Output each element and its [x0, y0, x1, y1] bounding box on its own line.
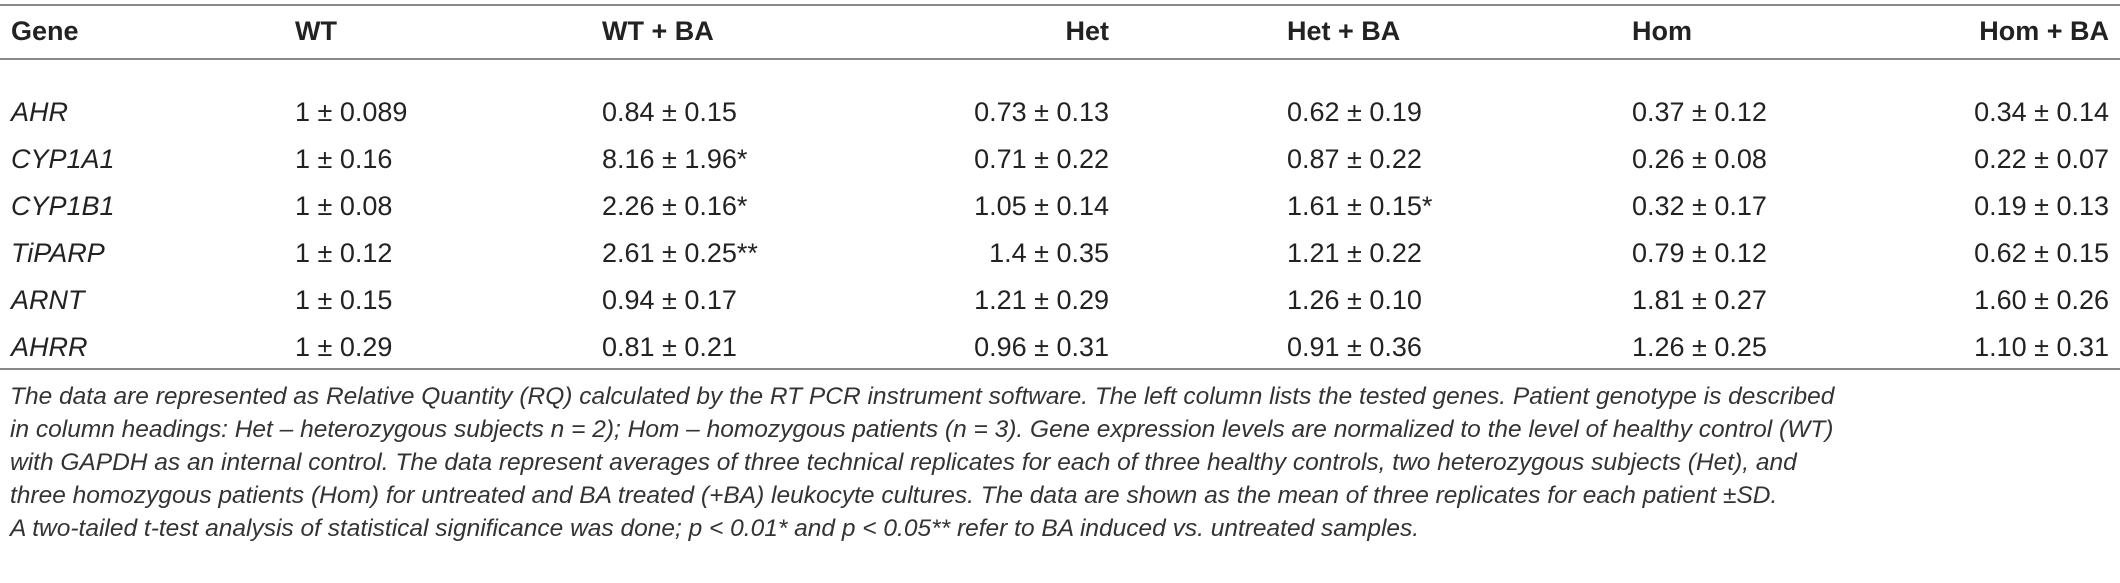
footnote-line: in column headings: Het – heterozygous s…	[10, 416, 1834, 443]
value-cell: 1.05 ± 0.14	[974, 191, 1109, 221]
value-cell: 0.87 ± 0.22	[1287, 144, 1422, 174]
footnote-line: A two-tailed t-test analysis of statisti…	[10, 515, 1420, 542]
table-top-rule	[0, 4, 2120, 6]
gene-name: CYP1B1	[11, 191, 115, 221]
value-cell: 1.21 ± 0.22	[1287, 238, 1422, 268]
value-cell: 1 ± 0.29	[295, 332, 393, 362]
value-cell: 0.84 ± 0.15	[602, 97, 737, 127]
value-cell: 1.60 ± 0.26	[1974, 285, 2109, 315]
value-cell: 2.26 ± 0.16*	[602, 191, 748, 221]
table-bottom-rule	[0, 368, 2120, 370]
column-header: Gene	[11, 16, 79, 46]
value-cell: 1.61 ± 0.15*	[1287, 191, 1433, 221]
value-cell: 1.81 ± 0.27	[1632, 285, 1767, 315]
value-cell: 0.71 ± 0.22	[974, 144, 1109, 174]
value-cell: 0.94 ± 0.17	[602, 285, 737, 315]
value-cell: 1.4 ± 0.35	[989, 238, 1109, 268]
value-cell: 2.61 ± 0.25**	[602, 238, 758, 268]
footnote-line: three homozygous patients (Hom) for untr…	[10, 482, 1778, 509]
value-cell: 1 ± 0.15	[295, 285, 393, 315]
column-header: Hom	[1632, 16, 1692, 46]
value-cell: 1 ± 0.16	[295, 144, 393, 174]
gene-name: TiPARP	[11, 238, 105, 268]
value-cell: 1.26 ± 0.25	[1632, 332, 1767, 362]
column-header: Het + BA	[1287, 16, 1401, 46]
value-cell: 0.19 ± 0.13	[1974, 191, 2109, 221]
value-cell: 1.21 ± 0.29	[974, 285, 1109, 315]
value-cell: 0.96 ± 0.31	[974, 332, 1109, 362]
gene-name: AHRR	[11, 332, 88, 362]
value-cell: 0.26 ± 0.08	[1632, 144, 1767, 174]
value-cell: 0.79 ± 0.12	[1632, 238, 1767, 268]
value-cell: 0.32 ± 0.17	[1632, 191, 1767, 221]
footnote-line: with GAPDH as an internal control. The d…	[10, 449, 1797, 476]
value-cell: 0.37 ± 0.12	[1632, 97, 1767, 127]
footnote-line: The data are represented as Relative Qua…	[10, 383, 1835, 410]
value-cell: 0.34 ± 0.14	[1974, 97, 2109, 127]
value-cell: 1 ± 0.12	[295, 238, 393, 268]
column-header: Hom + BA	[1979, 16, 2109, 46]
gene-name: ARNT	[11, 285, 85, 315]
value-cell: 0.62 ± 0.15	[1974, 238, 2109, 268]
gene-name: CYP1A1	[11, 144, 115, 174]
column-header: WT	[295, 16, 337, 46]
column-header: WT + BA	[602, 16, 714, 46]
value-cell: 8.16 ± 1.96*	[602, 144, 748, 174]
value-cell: 1 ± 0.08	[295, 191, 393, 221]
value-cell: 1 ± 0.089	[295, 97, 408, 127]
value-cell: 0.91 ± 0.36	[1287, 332, 1422, 362]
column-header: Het	[1065, 16, 1109, 46]
value-cell: 0.73 ± 0.13	[974, 97, 1109, 127]
value-cell: 0.62 ± 0.19	[1287, 97, 1422, 127]
gene-name: AHR	[11, 97, 69, 127]
header-rule	[0, 58, 2120, 60]
value-cell: 0.81 ± 0.21	[602, 332, 737, 362]
value-cell: 1.26 ± 0.10	[1287, 285, 1422, 315]
value-cell: 0.22 ± 0.07	[1974, 144, 2109, 174]
value-cell: 1.10 ± 0.31	[1974, 332, 2109, 362]
